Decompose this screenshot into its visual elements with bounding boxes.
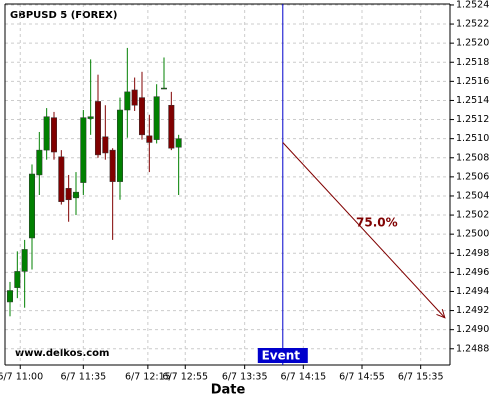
candle-body	[58, 156, 65, 202]
candle-body	[50, 117, 57, 153]
candle-body	[21, 249, 28, 272]
candle-body	[153, 96, 160, 140]
y-tick-label: 1.2498	[456, 248, 489, 259]
arrow-line	[282, 142, 446, 319]
candle-body	[14, 271, 21, 288]
y-tick-label: 1.2518	[456, 57, 489, 68]
x-tick-label: 6/7 14:15	[280, 372, 326, 383]
arrow-head	[436, 308, 446, 319]
y-tick-label: 1.2494	[456, 286, 489, 297]
candle-body	[131, 89, 138, 106]
event-label-box	[257, 348, 308, 363]
candle-body	[160, 87, 167, 90]
candle-body	[36, 149, 43, 176]
y-tick-label: 1.2488	[456, 343, 489, 354]
y-tick-label: 1.2514	[456, 95, 489, 106]
y-tick-label: 1.2496	[456, 267, 489, 278]
candle-body	[6, 290, 13, 303]
y-tick-label: 1.2508	[456, 152, 489, 163]
x-tick-label: 6/7 13:35	[222, 372, 268, 383]
x-tick-label: 6/7 12:15	[125, 372, 171, 383]
watermark: www.delkos.com	[15, 348, 109, 359]
y-tick-label: 1.2500	[456, 229, 489, 240]
x-tick-label: 6/7 12:55	[162, 372, 208, 383]
x-axis-label: Date	[211, 383, 246, 398]
candle-body	[72, 191, 79, 199]
candle-body	[109, 149, 116, 182]
candle-body	[87, 116, 94, 119]
y-tick-label: 1.2524	[456, 0, 489, 10]
y-tick-label: 1.2504	[456, 190, 489, 201]
y-tick-label: 1.2512	[456, 114, 489, 125]
candle-body	[138, 97, 145, 136]
candle-body	[146, 135, 153, 143]
candle-body	[168, 104, 175, 149]
y-tick-label: 1.2516	[456, 76, 489, 87]
candle-body	[65, 188, 72, 201]
y-tick-label: 1.2520	[456, 38, 489, 49]
x-tick-label: 6/7 15:35	[398, 372, 444, 383]
y-tick-label: 1.2510	[456, 133, 489, 144]
y-tick-label: 1.2502	[456, 210, 489, 221]
candle-body	[116, 109, 123, 182]
candle-body	[80, 117, 87, 183]
x-tick-label: 6/7 14:55	[339, 372, 385, 383]
candle-body	[175, 138, 182, 148]
candle-body	[102, 136, 109, 154]
candle-body	[124, 91, 131, 111]
x-tick-label: 6/7 11:00	[0, 372, 43, 383]
chart-title: GBPUSD 5 (FOREX)	[10, 10, 117, 21]
y-tick-label: 1.2492	[456, 305, 489, 316]
candle-body	[43, 116, 50, 151]
candle-body	[28, 173, 35, 239]
y-tick-label: 1.2522	[456, 19, 489, 30]
candle-body	[94, 101, 101, 156]
y-tick-label: 1.2490	[456, 324, 489, 335]
y-tick-label: 1.2506	[456, 171, 489, 182]
event-label: Event	[262, 349, 301, 363]
arrow-label: 75.0%	[356, 216, 398, 230]
x-tick-label: 6/7 11:35	[60, 372, 106, 383]
